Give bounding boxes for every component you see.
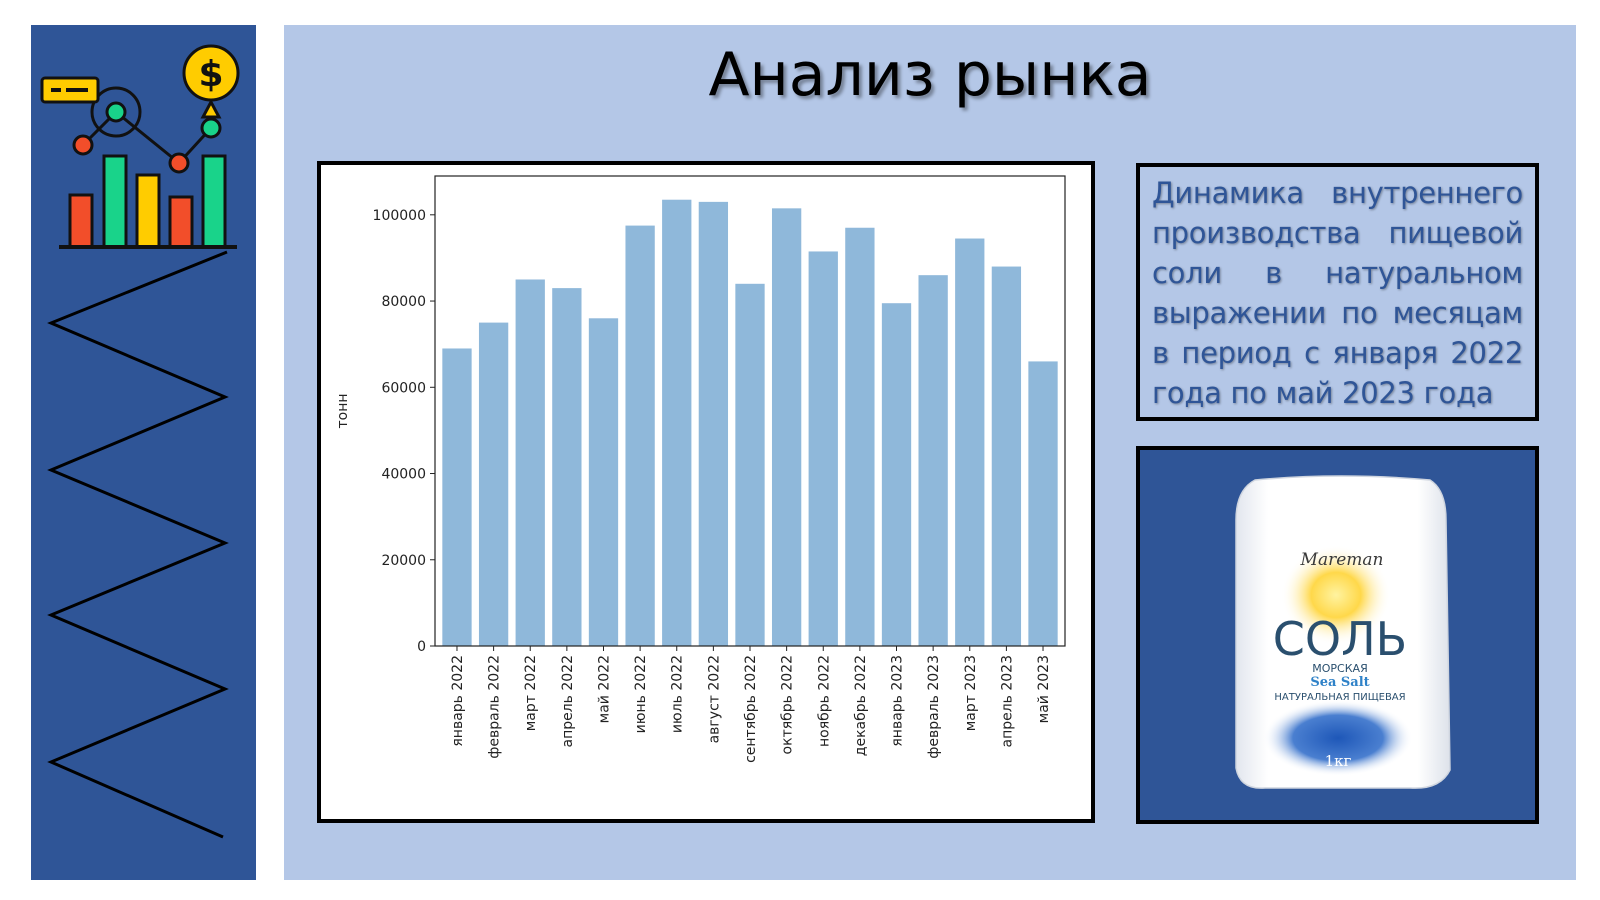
analytics-chart-icon bbox=[40, 76, 237, 249]
bar-6 bbox=[625, 225, 655, 646]
x-tick-label: октябрь 2022 bbox=[780, 655, 796, 754]
x-tick-label: март 2022 bbox=[523, 655, 539, 731]
bar-16 bbox=[991, 266, 1022, 646]
x-tick-label: август 2022 bbox=[706, 655, 722, 743]
bar-15 bbox=[955, 238, 985, 646]
y-tick-label: 60000 bbox=[381, 380, 426, 396]
bar-7 bbox=[662, 199, 692, 647]
bar-9 bbox=[735, 283, 765, 646]
x-tick-label: сентябрь 2022 bbox=[743, 655, 759, 763]
product-line-2: Sea Salt bbox=[1310, 675, 1369, 690]
left-decor-panel: $ bbox=[31, 25, 256, 880]
product-line-3: НАТУРАЛЬНАЯ ПИЩЕВАЯ bbox=[1274, 692, 1405, 703]
bar-13 bbox=[881, 303, 912, 646]
bar-3 bbox=[515, 279, 545, 646]
wave-graphic bbox=[1263, 700, 1413, 776]
bar-8 bbox=[698, 201, 729, 646]
y-axis-label: тонн bbox=[335, 393, 351, 428]
product-name: СОЛЬ bbox=[1273, 612, 1407, 666]
svg-text:$: $ bbox=[198, 54, 223, 95]
bar-chart: 0 20000 40000 60000 80000 100000 январь 2022 ф… bbox=[335, 175, 1066, 763]
x-tick-label: май 2022 bbox=[596, 655, 612, 723]
product-brand: Mareman bbox=[1300, 550, 1384, 570]
product-line-1: МОРСКАЯ bbox=[1312, 662, 1367, 675]
y-tick-label: 100000 bbox=[373, 208, 426, 224]
salt-package-image: Mareman СОЛЬ МОРСКАЯ Sea Salt НАТУРАЛЬНА… bbox=[1235, 475, 1451, 789]
bar-1 bbox=[442, 348, 472, 646]
page-title: Анализ рынка bbox=[708, 40, 1152, 110]
y-tick-label: 80000 bbox=[381, 294, 426, 310]
x-tick-label: февраль 2022 bbox=[487, 655, 503, 759]
chart-container: 0 20000 40000 60000 80000 100000 январь 2022 ф… bbox=[317, 161, 1095, 823]
x-tick-label: январь 2023 bbox=[890, 655, 906, 747]
product-image-box: Mareman СОЛЬ МОРСКАЯ Sea Salt НАТУРАЛЬНА… bbox=[1136, 446, 1539, 824]
x-tick-label: январь 2022 bbox=[450, 655, 466, 747]
x-tick-label: июнь 2022 bbox=[633, 655, 649, 733]
product-weight: 1кг bbox=[1325, 752, 1352, 770]
zigzag-decoration bbox=[47, 250, 229, 839]
description-box: Динамика внутреннего производства пищево… bbox=[1136, 163, 1539, 421]
left-decor-svg: $ bbox=[40, 44, 240, 839]
x-tick-label: апрель 2023 bbox=[999, 655, 1015, 748]
x-tick-label: февраль 2023 bbox=[926, 655, 942, 759]
bar-17 bbox=[1028, 361, 1058, 646]
dollar-coin-icon: $ bbox=[182, 44, 240, 119]
chart-y-axis: 0 20000 40000 60000 80000 100000 bbox=[373, 208, 435, 655]
y-tick-label: 0 bbox=[417, 639, 426, 655]
sun-graphic bbox=[1281, 545, 1391, 645]
bar-14 bbox=[918, 275, 948, 646]
x-tick-label: март 2023 bbox=[963, 655, 979, 731]
x-tick-label: декабрь 2022 bbox=[853, 655, 869, 756]
bar-2 bbox=[478, 322, 509, 646]
bar-10 bbox=[771, 208, 802, 646]
bar-5 bbox=[588, 318, 619, 646]
plot-frame bbox=[434, 175, 1066, 647]
y-tick-label: 20000 bbox=[381, 553, 426, 569]
chart-x-axis: январь 2022 февраль 2022 март 2022 апрель 2… bbox=[450, 646, 1052, 763]
x-tick-label: июль 2022 bbox=[670, 655, 686, 733]
y-tick-label: 40000 bbox=[381, 467, 426, 483]
bar-4 bbox=[552, 288, 582, 646]
chart-bars bbox=[442, 199, 1058, 647]
description-text: Динамика внутреннего производства пищево… bbox=[1152, 176, 1523, 410]
x-tick-label: ноябрь 2022 bbox=[816, 655, 832, 747]
x-tick-label: май 2023 bbox=[1036, 655, 1052, 723]
bar-12 bbox=[845, 227, 875, 647]
bar-11 bbox=[808, 251, 838, 646]
x-tick-label: апрель 2022 bbox=[560, 655, 576, 748]
